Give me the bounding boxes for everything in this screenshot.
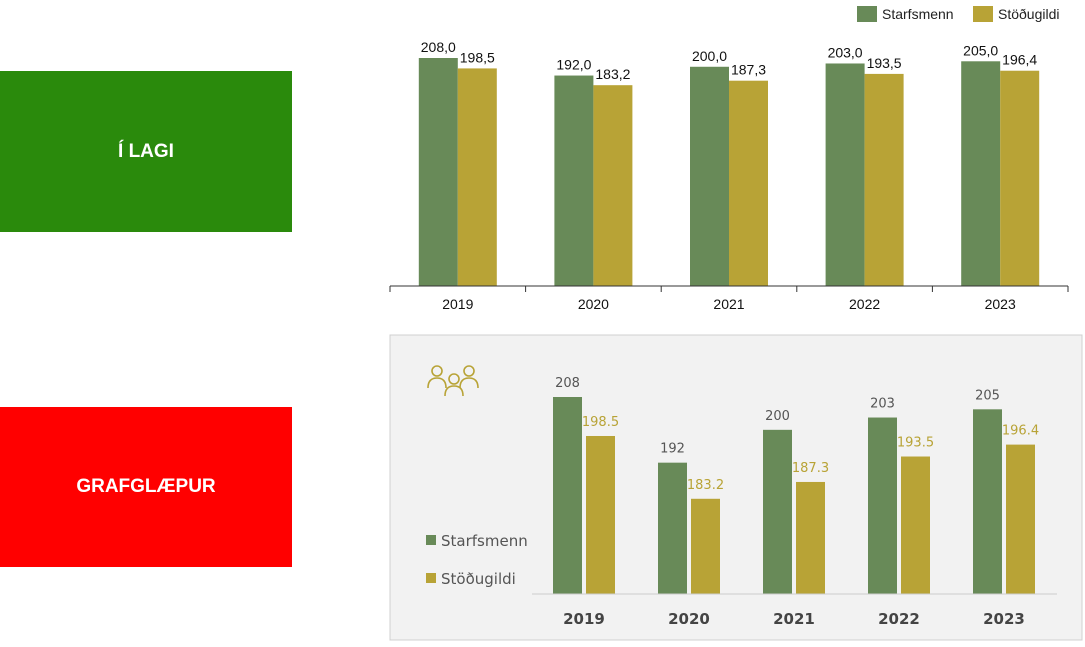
- data-label: 208: [555, 376, 580, 391]
- status-panel-ok-label: Í LAGI: [118, 140, 174, 162]
- data-label: 193,5: [867, 55, 902, 71]
- legend-label: Starfsmenn: [882, 6, 954, 22]
- chart-card: [389, 334, 1083, 641]
- data-label: 200: [765, 409, 790, 424]
- bar-stodugildi-2020: [691, 498, 720, 594]
- x-tick-label: 2021: [713, 296, 744, 312]
- bar-starfsmenn-2021: [763, 429, 792, 594]
- bar-stodugildi-2022: [864, 73, 904, 287]
- data-label: 203: [870, 397, 895, 412]
- data-label: 208,0: [421, 39, 456, 55]
- x-tick-label: 2021: [773, 610, 815, 628]
- x-tick-label: 2022: [878, 610, 920, 628]
- bar-starfsmenn-2019: [553, 397, 582, 594]
- data-label: 196.4: [1002, 424, 1039, 439]
- data-label: 205: [975, 388, 1000, 403]
- x-tick-label: 2020: [668, 610, 710, 628]
- bar-starfsmenn-2023: [973, 409, 1002, 594]
- bar-starfsmenn-2022: [868, 417, 897, 594]
- bar-stodugildi-2020: [593, 85, 633, 286]
- status-panel-ok: Í LAGI: [0, 71, 292, 232]
- bar-starfsmenn-2020: [658, 462, 687, 594]
- bar-stodugildi-2021: [729, 80, 768, 286]
- x-tick-label: 2020: [578, 296, 609, 312]
- legend-label: Stöðugildi: [441, 570, 516, 588]
- x-tick-label: 2023: [985, 296, 1016, 312]
- status-panel-bad: GRAFGLÆPUR: [0, 407, 292, 567]
- bar-stodugildi-2021: [796, 481, 825, 594]
- x-tick-label: 2019: [563, 610, 605, 628]
- data-label: 192: [660, 442, 685, 457]
- bar-stodugildi-2023: [1000, 70, 1040, 286]
- people-group-icon: [427, 365, 479, 397]
- legend-swatch: [426, 535, 436, 545]
- status-panel-bad-label: GRAFGLÆPUR: [76, 476, 216, 497]
- data-label: 198.5: [582, 415, 619, 430]
- bar-stodugildi-2023: [1006, 444, 1035, 594]
- data-label: 187,3: [731, 62, 766, 78]
- data-label: 196,4: [1002, 52, 1037, 68]
- bar-stodugildi-2022: [901, 456, 930, 594]
- x-tick-label: 2022: [849, 296, 880, 312]
- legend-label: Stöðugildi: [998, 6, 1060, 22]
- bar-stodugildi-2019: [586, 435, 615, 594]
- data-label: 192,0: [556, 57, 591, 73]
- bar-stodugildi-2019: [457, 68, 497, 287]
- x-tick-label: 2019: [442, 296, 473, 312]
- legend-swatch: [973, 6, 993, 22]
- bar-starfsmenn-2021: [690, 66, 729, 287]
- bar-starfsmenn-2020: [554, 75, 594, 287]
- data-label: 203,0: [828, 44, 863, 60]
- data-label: 200,0: [692, 48, 727, 64]
- x-tick-label: 2023: [983, 610, 1025, 628]
- data-label: 205,0: [963, 42, 998, 58]
- legend-swatch: [857, 6, 877, 22]
- bar-starfsmenn-2022: [825, 63, 865, 286]
- data-label: 183.2: [687, 478, 724, 493]
- data-label: 183,2: [595, 66, 630, 82]
- bar-starfsmenn-2019: [418, 58, 458, 286]
- bar-starfsmenn-2023: [961, 61, 1001, 287]
- legend-swatch: [426, 573, 436, 583]
- data-label: 187.3: [792, 461, 829, 476]
- data-label: 198,5: [460, 49, 495, 65]
- legend-label: Starfsmenn: [441, 532, 528, 550]
- data-label: 193.5: [897, 436, 934, 451]
